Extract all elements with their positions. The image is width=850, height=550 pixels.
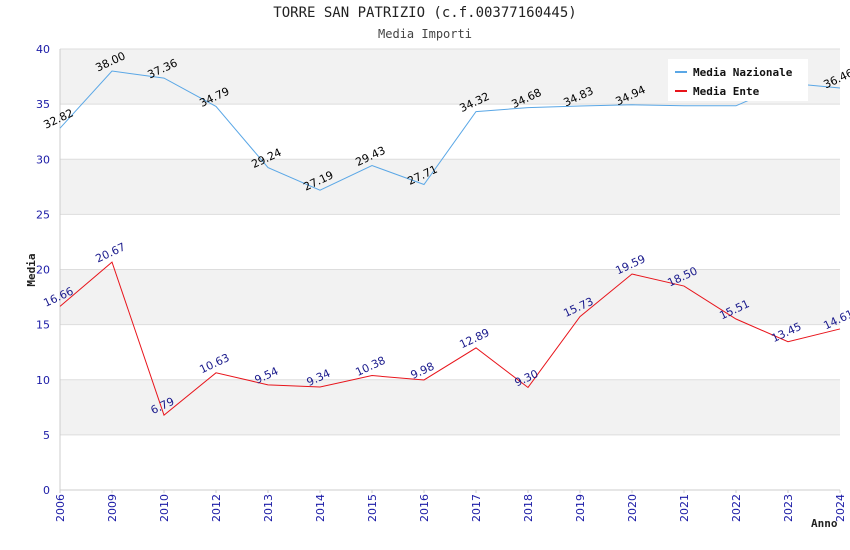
grid-band bbox=[60, 159, 840, 215]
x-tick-label: 2019 bbox=[574, 494, 587, 522]
data-label: 12.89 bbox=[457, 326, 491, 351]
x-tick-label: 2013 bbox=[262, 494, 275, 522]
x-tick-label: 2010 bbox=[158, 494, 171, 522]
y-tick-label: 30 bbox=[36, 153, 50, 166]
data-label: 10.63 bbox=[197, 351, 231, 376]
y-tick-label: 0 bbox=[43, 484, 50, 497]
y-tick-label: 25 bbox=[36, 208, 50, 221]
x-tick-label: 2016 bbox=[418, 494, 431, 522]
y-tick-label: 10 bbox=[36, 374, 50, 387]
x-tick-label: 2009 bbox=[106, 494, 119, 522]
x-tick-label: 2018 bbox=[522, 494, 535, 522]
x-axis-title: Anno bbox=[811, 517, 838, 530]
x-tick-label: 2012 bbox=[210, 494, 223, 522]
y-tick-label: 20 bbox=[36, 264, 50, 277]
x-tick-label: 2024 bbox=[834, 494, 847, 522]
x-tick-label: 2023 bbox=[782, 494, 795, 522]
legend-box bbox=[668, 59, 808, 101]
data-label: 9.98 bbox=[409, 360, 437, 382]
x-tick-label: 2017 bbox=[470, 494, 483, 522]
series-lines bbox=[59, 70, 841, 416]
y-tick-label: 5 bbox=[43, 429, 50, 442]
y-axis-title: Media bbox=[25, 253, 38, 286]
legend-label: Media Nazionale bbox=[693, 66, 793, 79]
y-tick-label: 40 bbox=[36, 43, 50, 56]
data-label: 20.67 bbox=[93, 240, 127, 265]
x-tick-label: 2014 bbox=[314, 494, 327, 522]
chart-subtitle: Media Importi bbox=[378, 27, 472, 41]
grid-band bbox=[60, 269, 840, 325]
x-tick-label: 2020 bbox=[626, 494, 639, 522]
x-tick-label: 2015 bbox=[366, 494, 379, 522]
series-line bbox=[59, 261, 841, 416]
legend-label: Media Ente bbox=[693, 85, 760, 98]
grid-bands bbox=[60, 49, 840, 435]
y-tick-label: 35 bbox=[36, 98, 50, 111]
x-tick-label: 2006 bbox=[54, 494, 67, 522]
legend: Media Nazionale Media Ente bbox=[668, 59, 808, 101]
chart-title: TORRE SAN PATRIZIO (c.f.00377160445) bbox=[273, 5, 577, 21]
y-tick-label: 15 bbox=[36, 319, 50, 332]
data-label: 10.38 bbox=[353, 354, 387, 379]
series-line bbox=[59, 70, 841, 191]
axes: 0 5 10 15 20 25 30 35 40 2006 2009 2010 2012 2013 2014… bbox=[25, 43, 847, 530]
x-tick-label: 2021 bbox=[678, 494, 691, 522]
grid-band bbox=[60, 379, 840, 435]
x-tick-label: 2022 bbox=[730, 494, 743, 522]
